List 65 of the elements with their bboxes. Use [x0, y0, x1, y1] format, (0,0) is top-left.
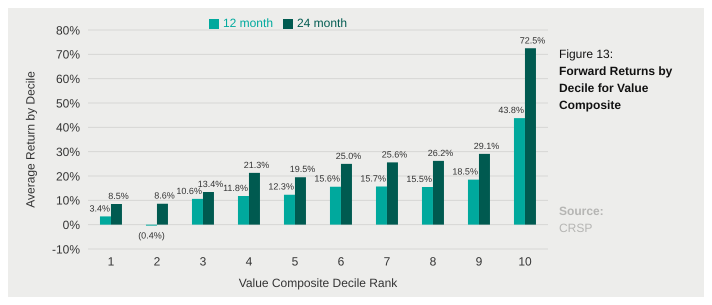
data-label: 12.3%	[268, 182, 294, 192]
bar	[376, 186, 387, 225]
x-tick-label: 10	[518, 254, 532, 269]
data-label: 8.5%	[108, 190, 129, 201]
bar	[156, 204, 168, 225]
text: CRSP	[559, 220, 594, 237]
bar	[468, 180, 479, 225]
bar	[110, 204, 122, 225]
y-tick-label: 80%	[56, 23, 80, 38]
bar	[330, 186, 341, 225]
y-tick-label: 30%	[56, 144, 80, 159]
bar	[100, 216, 111, 225]
x-tick-label: 8	[430, 254, 437, 269]
bar	[248, 172, 260, 225]
bar	[422, 186, 433, 225]
data-label: 3.4%	[89, 203, 110, 214]
data-label: 18.5%	[452, 166, 478, 177]
bar	[202, 192, 214, 225]
bar	[340, 164, 352, 225]
data-label: 15.5%	[406, 174, 432, 184]
bar	[432, 160, 444, 225]
y-tick-label: 10%	[56, 194, 80, 208]
data-label: 15.7%	[360, 173, 386, 184]
x-tick-label: 3	[200, 254, 207, 269]
x-axis-title: Value Composite Decile Rank	[238, 276, 398, 290]
data-label: 43.8%	[498, 105, 524, 116]
data-label: 19.5%	[290, 164, 316, 174]
bar	[524, 48, 536, 225]
y-tick-label: 0%	[62, 218, 80, 232]
text: Figure 13:	[559, 46, 614, 63]
data-label: 15.6%	[314, 174, 340, 184]
y-tick-label: 60%	[56, 72, 80, 86]
legend-label: 24 month	[297, 16, 348, 30]
bar	[192, 198, 203, 225]
data-label: 8.6%	[154, 190, 175, 201]
x-tick-label: 6	[338, 254, 345, 269]
data-label: 72.5%	[520, 35, 546, 46]
y-tick-label: 20%	[56, 169, 80, 184]
y-tick-label: 40%	[56, 120, 80, 135]
bar	[386, 162, 398, 225]
bar	[514, 118, 525, 225]
x-tick-label: 7	[384, 254, 391, 269]
x-tick-label: 2	[154, 254, 161, 269]
data-label: (0.4%)	[138, 230, 165, 241]
x-tick-label: 4	[246, 254, 253, 269]
y-tick-label: -10%	[52, 242, 80, 256]
data-label: 29.1%	[474, 140, 500, 151]
y-tick-label: 70%	[56, 48, 80, 62]
x-tick-label: 1	[108, 254, 115, 269]
data-label: 25.6%	[382, 149, 408, 160]
text: Forward Returns by Decile for Value Composite	[559, 63, 674, 114]
bar	[284, 194, 295, 225]
source-note: Source:	[559, 203, 605, 220]
data-label: 21.3%	[244, 160, 270, 170]
x-tick-label: 9	[476, 254, 483, 269]
legend-label: 12 month	[222, 16, 273, 30]
y-tick-label: 50%	[56, 96, 80, 110]
data-label: 25.0%	[336, 150, 362, 161]
data-label: 26.2%	[428, 148, 454, 158]
y-axis-title: Average Return by Decile	[23, 70, 38, 208]
x-tick-label: 5	[292, 254, 299, 269]
bar	[294, 177, 306, 225]
data-label: 11.8%	[223, 182, 248, 193]
bar	[478, 154, 490, 225]
bar	[238, 196, 249, 225]
